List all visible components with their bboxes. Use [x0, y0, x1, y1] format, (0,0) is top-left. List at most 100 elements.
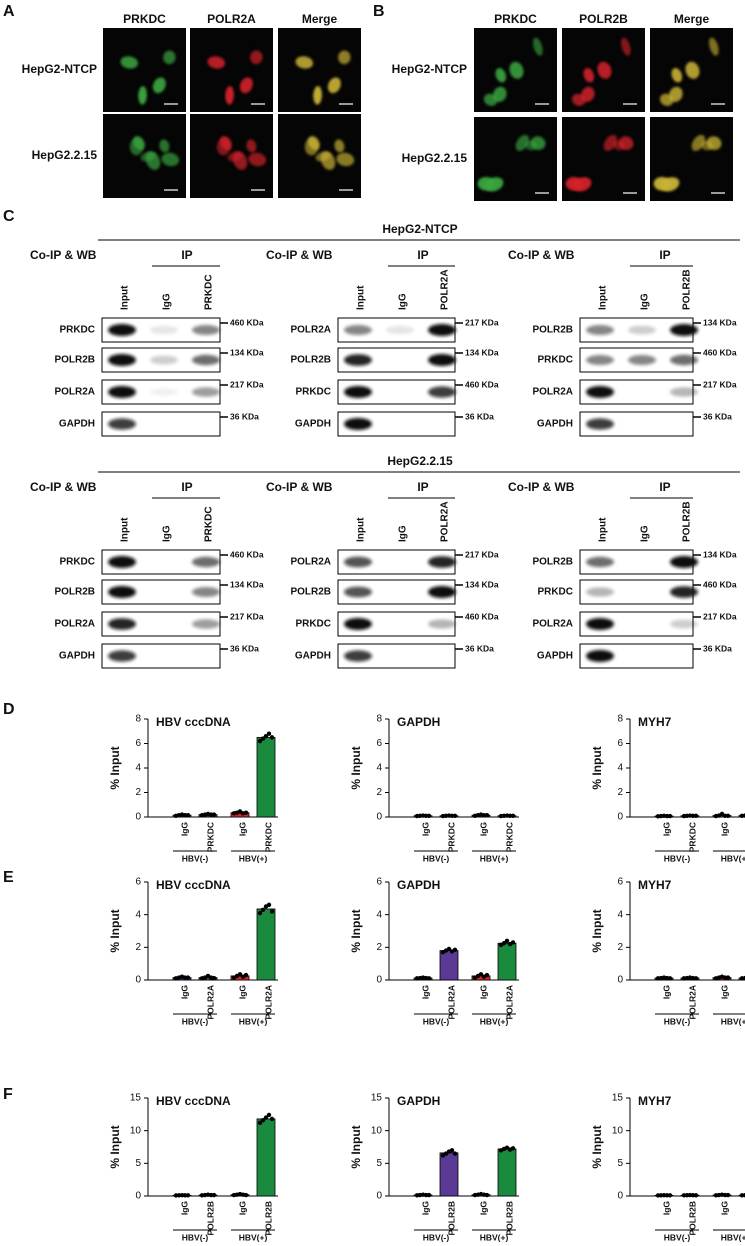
size-label: 36 KDa: [465, 411, 494, 421]
y-tick-label: 2: [617, 942, 623, 953]
y-tick-label: 6: [617, 877, 623, 888]
x-tick-label: IgG: [237, 822, 247, 837]
replicate-point: [667, 976, 673, 981]
replicate-point: [257, 738, 263, 744]
method-label: Co-IP & WB: [30, 480, 97, 494]
panel-label: A: [3, 3, 15, 20]
protein-label: GAPDH: [295, 651, 331, 662]
x-tick-label: PRKDC: [263, 822, 273, 852]
y-tick-label: 8: [617, 714, 623, 725]
replicate-point: [426, 1192, 432, 1198]
blot-band: [428, 586, 456, 598]
blot-band: [108, 354, 136, 366]
y-axis-label: % Input: [590, 909, 604, 952]
y-tick-label: 0: [376, 975, 382, 986]
group-label: HBV(+): [721, 1232, 745, 1242]
method-label: Co-IP & WB: [266, 248, 333, 262]
blot-band: [108, 386, 136, 398]
replicate-point: [742, 1193, 745, 1198]
replicate-point: [426, 813, 432, 818]
lane-label: Input: [598, 285, 609, 310]
replicate-point: [260, 736, 266, 741]
replicate-point: [452, 947, 458, 952]
x-tick-label: POLR2B: [446, 1201, 456, 1235]
replicate-point: [263, 733, 269, 739]
size-label: 134 KDa: [465, 347, 499, 357]
x-tick-label: IgG: [237, 985, 247, 1000]
y-tick-label: 4: [617, 763, 623, 774]
blot-band: [344, 618, 372, 630]
group-label: HBV(-): [182, 853, 209, 863]
replicate-point: [257, 1120, 263, 1126]
cell-nucleus: [140, 151, 156, 162]
x-tick-label: IgG: [237, 1201, 247, 1216]
x-tick-label: IgG: [420, 822, 430, 837]
protein-label: PRKDC: [59, 557, 95, 568]
protein-label: PRKDC: [537, 355, 573, 366]
column-header: POLR2A: [207, 12, 256, 26]
replicate-point: [185, 812, 191, 818]
ip-label: IP: [659, 480, 670, 494]
blot-band: [192, 325, 220, 335]
cell-nucleus: [706, 136, 722, 150]
lane-label: Input: [120, 517, 131, 542]
replicate-point: [452, 1151, 458, 1156]
micrograph: [474, 117, 557, 201]
blot-band: [108, 324, 136, 336]
cell-nucleus: [248, 152, 267, 167]
cell-nucleus: [225, 86, 234, 105]
protein-label: PRKDC: [295, 619, 331, 630]
micrograph: [103, 28, 186, 112]
y-tick-label: 6: [135, 877, 141, 888]
y-tick-label: 2: [135, 787, 141, 798]
replicate-point: [510, 1146, 516, 1151]
y-axis-label: % Input: [349, 909, 363, 952]
lane-label: POLR2B: [682, 269, 693, 310]
protein-label: PRKDC: [537, 587, 573, 598]
lane-label: Input: [356, 285, 367, 310]
y-tick-label: 0: [376, 812, 382, 823]
blot-band: [386, 325, 414, 335]
panel-label: C: [3, 208, 15, 225]
x-tick-label: IgG: [179, 822, 189, 837]
protein-label: POLR2B: [290, 355, 331, 366]
blot-band: [344, 418, 372, 430]
replicate-point: [742, 813, 745, 818]
blot-band: [586, 618, 614, 630]
y-tick-label: 8: [376, 714, 382, 725]
lane-label: POLR2B: [682, 501, 693, 542]
y-tick-label: 6: [376, 877, 382, 888]
replicate-point: [725, 813, 731, 818]
y-tick-label: 0: [376, 1191, 382, 1202]
replicate-point: [237, 972, 243, 977]
cell-nucleus: [207, 56, 226, 69]
y-tick-label: 15: [612, 1093, 624, 1104]
blot-band: [586, 386, 614, 398]
chart-title: GAPDH: [397, 878, 440, 892]
replicate-point: [484, 812, 490, 818]
blot-band: [108, 618, 136, 630]
y-tick-label: 0: [135, 975, 141, 986]
x-tick-label: IgG: [478, 985, 488, 1000]
replicate-point: [257, 910, 263, 916]
blot-band: [108, 586, 136, 598]
protein-label: POLR2A: [54, 387, 95, 398]
group-label: HBV(+): [480, 853, 509, 863]
blot-band: [586, 650, 614, 662]
micrograph: [278, 114, 361, 198]
blot-band: [628, 325, 656, 335]
lane-label: Input: [356, 517, 367, 542]
x-tick-label: POLR2A: [687, 985, 697, 1019]
cell-nucleus: [618, 136, 634, 150]
y-axis-label: % Input: [349, 1125, 363, 1168]
protein-label: POLR2B: [532, 325, 573, 336]
lane-label: POLR2A: [440, 501, 451, 542]
cell-nucleus: [239, 77, 253, 94]
blot-band: [192, 556, 220, 568]
x-tick-label: IgG: [478, 1201, 488, 1216]
cell-nucleus: [653, 177, 671, 191]
cell-nucleus: [532, 37, 543, 56]
size-label: 36 KDa: [230, 411, 259, 421]
size-label: 217 KDa: [465, 317, 499, 327]
